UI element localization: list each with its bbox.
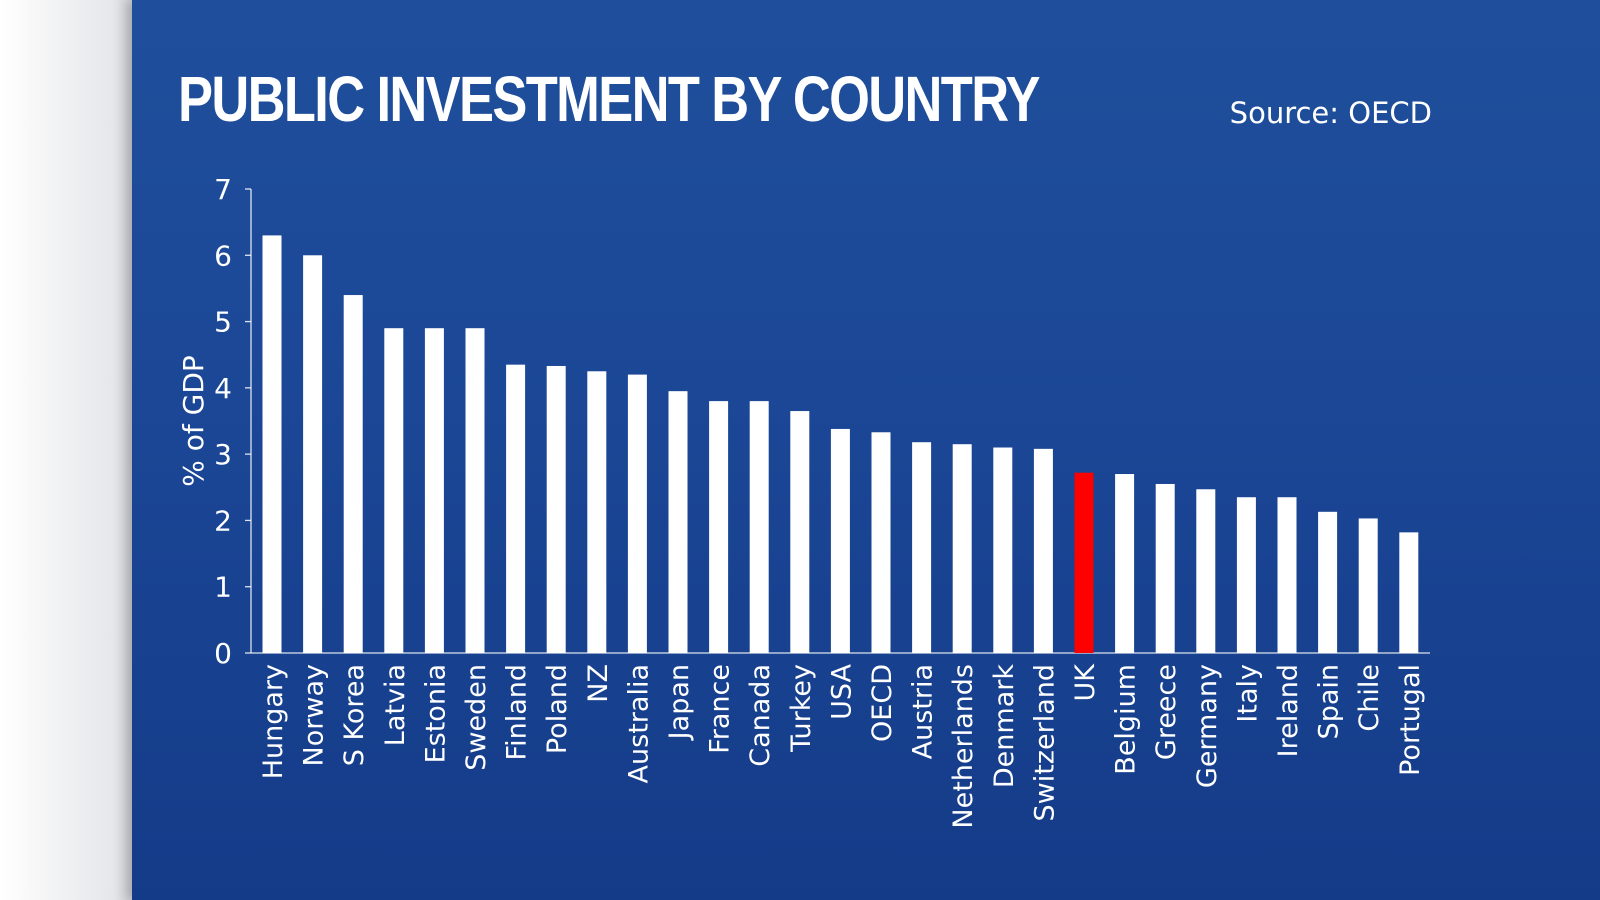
bar-s-korea	[343, 295, 363, 653]
bar-usa	[830, 428, 850, 653]
x-tick-label: Finland	[502, 664, 533, 760]
bar-oecd	[871, 432, 891, 653]
bar-nz	[587, 371, 607, 653]
bar-germany	[1196, 489, 1216, 653]
bar-italy	[1236, 497, 1256, 653]
source-label: Source: OECD	[1229, 96, 1432, 130]
x-tick-label: Latvia	[380, 664, 411, 746]
bar-france	[709, 401, 729, 653]
x-tick-label: Norway	[299, 664, 330, 766]
bar-uk	[1074, 472, 1094, 653]
bar-turkey	[790, 411, 810, 653]
y-tick-label: 0	[214, 637, 232, 670]
x-tick-label: Portugal	[1395, 664, 1426, 776]
y-tick-label: 3	[214, 438, 232, 471]
chart-title: PUBLIC INVESTMENT BY COUNTRY	[178, 63, 1041, 135]
x-tick-label: Poland	[542, 664, 573, 754]
y-tick-label: 1	[214, 571, 232, 604]
x-tick-label: Denmark	[989, 664, 1020, 788]
x-tick-label: Hungary	[258, 664, 289, 779]
bar-belgium	[1115, 474, 1135, 653]
x-tick-label: Italy	[1232, 664, 1263, 723]
x-tick-label: Switzerland	[1029, 664, 1060, 822]
bar-greece	[1155, 483, 1175, 653]
x-tick-label: Canada	[745, 664, 776, 767]
y-tick-label: 6	[214, 239, 232, 272]
x-tick-label: S Korea	[339, 664, 370, 766]
y-tick-label: 5	[214, 306, 232, 339]
bar-austria	[912, 442, 932, 653]
x-tick-label: Estonia	[420, 664, 451, 763]
x-tick-label: UK	[1070, 663, 1101, 702]
x-tick-label: USA	[826, 663, 857, 719]
x-tick-label: Chile	[1354, 664, 1385, 732]
x-tick-label: Germany	[1192, 664, 1223, 788]
bar-chile	[1358, 518, 1378, 653]
y-axis-title: % of GDP	[177, 355, 210, 487]
bar-canada	[749, 401, 769, 653]
x-tick-label: Japan	[664, 664, 695, 741]
x-tick-label: Austria	[908, 664, 939, 759]
bar-japan	[668, 391, 688, 653]
bar-switzerland	[1033, 448, 1053, 653]
x-tick-label: NZ	[583, 664, 614, 703]
x-tick-label: Greece	[1151, 664, 1182, 760]
bar-latvia	[384, 328, 404, 653]
x-tick-label: France	[705, 664, 736, 754]
bar-hungary	[262, 235, 282, 653]
x-tick-label: Belgium	[1111, 664, 1142, 775]
left-margin-panel	[0, 0, 132, 900]
chart-background-panel	[132, 0, 1600, 900]
bar-netherlands	[952, 444, 972, 653]
x-tick-label: OECD	[867, 664, 898, 742]
x-tick-label: Turkey	[786, 664, 817, 753]
y-tick-label: 4	[214, 372, 232, 405]
x-tick-label: Netherlands	[948, 664, 979, 829]
bar-norway	[303, 255, 323, 654]
y-tick-label: 7	[214, 173, 232, 206]
bar-poland	[546, 365, 566, 653]
y-tick-label: 2	[214, 504, 232, 537]
bar-ireland	[1277, 497, 1297, 653]
x-tick-label: Ireland	[1273, 664, 1304, 757]
bar-estonia	[424, 328, 444, 653]
bar-portugal	[1399, 532, 1419, 653]
x-tick-label: Australia	[623, 664, 654, 783]
bar-denmark	[993, 447, 1013, 653]
bar-spain	[1318, 511, 1338, 653]
x-tick-label: Sweden	[461, 664, 492, 771]
bar-australia	[627, 374, 647, 653]
bar-sweden	[465, 328, 485, 653]
x-tick-label: Spain	[1314, 664, 1345, 739]
bar-finland	[506, 364, 526, 653]
